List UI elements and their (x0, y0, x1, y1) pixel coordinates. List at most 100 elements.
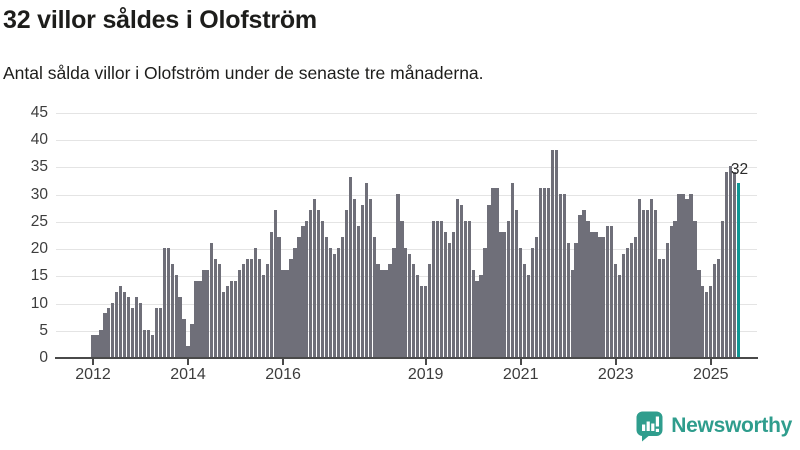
bar (586, 220, 590, 357)
bar (321, 220, 325, 357)
gridline (56, 140, 757, 142)
bar (713, 264, 717, 357)
bar (111, 302, 115, 357)
bar (170, 264, 174, 357)
bar (103, 313, 107, 357)
bar (669, 226, 673, 357)
bar (610, 226, 614, 357)
y-axis-label: 35 (30, 158, 48, 176)
x-axis-tick (187, 358, 190, 365)
bar (475, 280, 479, 357)
x-axis-tick (709, 358, 712, 365)
bar (356, 226, 360, 357)
bar (550, 150, 554, 357)
bar (194, 280, 198, 357)
bar (491, 188, 495, 357)
bar (130, 308, 135, 357)
bar (166, 248, 170, 357)
bar (202, 269, 206, 357)
bar (150, 335, 155, 357)
gridline (56, 221, 757, 223)
bar (336, 248, 341, 357)
y-axis-label: 45 (30, 104, 48, 121)
bar (467, 220, 471, 357)
bar (376, 264, 380, 357)
bar (693, 220, 697, 357)
bar (447, 242, 452, 357)
bar (198, 280, 202, 357)
y-axis-label: 15 (30, 267, 48, 285)
bar (123, 291, 127, 357)
bar (134, 297, 139, 357)
bar (515, 210, 519, 357)
bar (487, 204, 491, 357)
x-axis-label: 2014 (170, 366, 206, 383)
bar (732, 171, 737, 357)
bar (606, 226, 610, 357)
bar (645, 210, 650, 357)
newsworthy-logo[interactable]: Newsworthy (635, 410, 792, 442)
bar (138, 302, 143, 357)
bar (285, 269, 289, 357)
bar (503, 231, 507, 357)
bar (190, 324, 194, 357)
bar (661, 259, 665, 357)
bar (162, 248, 166, 357)
bar (523, 264, 527, 357)
bar (507, 220, 511, 357)
bar (142, 329, 147, 357)
bar (91, 335, 95, 357)
bar (546, 188, 551, 357)
bar (685, 199, 689, 357)
bar (618, 275, 622, 357)
bar (210, 242, 214, 357)
bar (182, 318, 186, 357)
bar (701, 286, 705, 357)
bar (146, 329, 151, 357)
bar (249, 259, 254, 357)
bar (115, 291, 119, 357)
newsworthy-logo-text: Newsworthy (671, 414, 792, 437)
bar (277, 237, 281, 357)
bar (408, 253, 412, 357)
bar (281, 269, 285, 357)
y-axis-label: 30 (30, 185, 48, 203)
bar (154, 308, 158, 357)
bar (293, 248, 297, 357)
latest-value-label: 32 (730, 160, 749, 178)
bar (261, 275, 265, 357)
bar (534, 237, 539, 357)
bar (360, 204, 364, 357)
bar (309, 210, 313, 357)
bar (451, 231, 455, 357)
bar (301, 226, 305, 357)
y-axis-label: 5 (39, 321, 48, 339)
bar (689, 193, 693, 357)
bar-highlight-latest (736, 182, 741, 357)
bar (392, 248, 396, 357)
bar (229, 280, 234, 357)
bar (538, 188, 543, 357)
bar (420, 286, 424, 357)
bar (562, 193, 566, 357)
bar (384, 269, 388, 357)
y-axis-label: 20 (30, 240, 48, 258)
bar (558, 193, 562, 357)
bar (443, 231, 448, 357)
x-axis-label: 2021 (502, 366, 539, 383)
x-axis-label: 2025 (692, 366, 729, 383)
bar (174, 275, 178, 357)
bar (657, 259, 661, 357)
bar (511, 182, 515, 357)
bar (178, 297, 182, 357)
x-axis-tick (614, 358, 617, 365)
bar (542, 188, 547, 357)
bar (463, 220, 467, 357)
bar (400, 220, 404, 357)
bar (622, 253, 626, 357)
bar (594, 231, 598, 357)
bar (439, 220, 444, 357)
x-axis-tick (519, 358, 522, 365)
bar (412, 264, 416, 357)
bar (681, 193, 685, 357)
